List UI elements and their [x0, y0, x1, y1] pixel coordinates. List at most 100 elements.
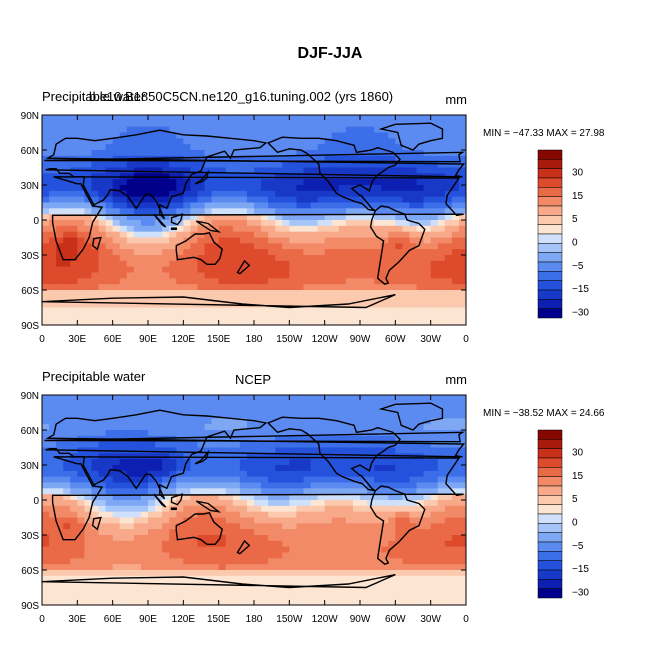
field-cell — [169, 155, 177, 163]
field-cell — [204, 173, 213, 180]
coastline — [170, 213, 184, 226]
field-cell — [345, 558, 354, 565]
field-cell — [232, 167, 241, 174]
field-cell — [303, 441, 312, 449]
field-cell — [155, 190, 163, 198]
field-cell — [254, 284, 262, 291]
field-cell — [126, 441, 135, 449]
field-cell — [112, 529, 121, 536]
field-cell — [98, 488, 107, 495]
field-cell — [70, 552, 78, 559]
field-cell — [423, 447, 432, 454]
field-cell — [360, 564, 368, 571]
field-cell — [437, 144, 446, 151]
field-cell — [458, 295, 466, 303]
field-cell — [42, 115, 50, 122]
field-cell — [409, 523, 418, 530]
field-cell — [331, 161, 340, 169]
field-cell — [360, 558, 368, 565]
field-cell — [84, 319, 93, 325]
field-cell — [148, 570, 156, 577]
field-cell — [126, 424, 135, 431]
field-cell — [296, 535, 305, 542]
field-cell — [155, 459, 163, 466]
field-cell — [140, 406, 149, 414]
field-cell — [268, 161, 276, 169]
field-cell — [218, 552, 227, 559]
field-cell — [360, 237, 368, 244]
field-cell — [317, 202, 326, 209]
field-cell — [444, 185, 453, 192]
field-cell — [444, 290, 453, 297]
field-cell — [56, 243, 64, 250]
field-cell — [254, 295, 262, 303]
field-cell — [275, 278, 283, 285]
field-cell — [218, 406, 227, 414]
field-cell — [126, 120, 135, 128]
field-cell — [303, 161, 312, 169]
field-cell — [451, 161, 460, 169]
field-cell — [430, 179, 439, 186]
field-cell — [416, 295, 425, 303]
field-cell — [190, 564, 199, 571]
field-cell — [56, 535, 64, 542]
field-cell — [437, 599, 446, 605]
field-cell — [388, 511, 396, 519]
field-cell — [197, 511, 206, 519]
field-cell — [338, 529, 347, 536]
field-cell — [451, 447, 460, 454]
field-cell — [275, 581, 283, 589]
field-cell — [105, 564, 114, 571]
field-cells — [42, 395, 466, 605]
field-cell — [211, 144, 220, 151]
field-cell — [112, 465, 121, 472]
field-cell — [183, 295, 191, 303]
field-cell — [282, 412, 290, 419]
field-cell — [458, 459, 466, 466]
x-tick-label: 60E — [104, 614, 122, 625]
field-cell — [444, 412, 453, 419]
field-cell — [367, 214, 375, 221]
field-cell — [303, 313, 312, 320]
field-cell — [381, 278, 389, 285]
field-cell — [239, 535, 248, 542]
field-cell — [416, 418, 425, 425]
field-cell — [254, 470, 262, 478]
field-cell — [169, 255, 177, 262]
field-cell — [360, 587, 368, 594]
field-cell — [42, 523, 50, 530]
field-cell — [437, 290, 446, 297]
field-cell — [140, 284, 149, 291]
field-cell — [317, 307, 326, 314]
field-cell — [218, 167, 227, 174]
field-cell — [430, 424, 439, 431]
field-cell — [176, 488, 184, 495]
field-cell — [310, 558, 319, 565]
field-cell — [183, 500, 191, 507]
field-cell — [296, 511, 305, 519]
field-cell — [112, 120, 121, 128]
field-cell — [232, 575, 241, 583]
field-cell — [423, 290, 432, 297]
field-cell — [416, 313, 425, 320]
field-cell — [183, 418, 191, 425]
field-cell — [254, 173, 262, 180]
field-cell — [211, 441, 220, 449]
field-cell — [416, 214, 425, 221]
field-cell — [155, 546, 163, 554]
field-cell — [437, 115, 446, 122]
field-cell — [360, 272, 368, 279]
field-cell — [169, 482, 177, 489]
field-cell — [324, 255, 333, 262]
field-cell — [367, 529, 375, 536]
field-cell — [310, 150, 319, 157]
field-cell — [261, 505, 269, 513]
field-cell — [352, 173, 361, 180]
field-cell — [239, 599, 248, 605]
field-cell — [49, 202, 57, 209]
field-cell — [49, 523, 57, 530]
field-cell — [84, 266, 93, 274]
field-cell — [303, 155, 312, 163]
field-cell — [239, 488, 248, 495]
field-cell — [402, 558, 411, 565]
